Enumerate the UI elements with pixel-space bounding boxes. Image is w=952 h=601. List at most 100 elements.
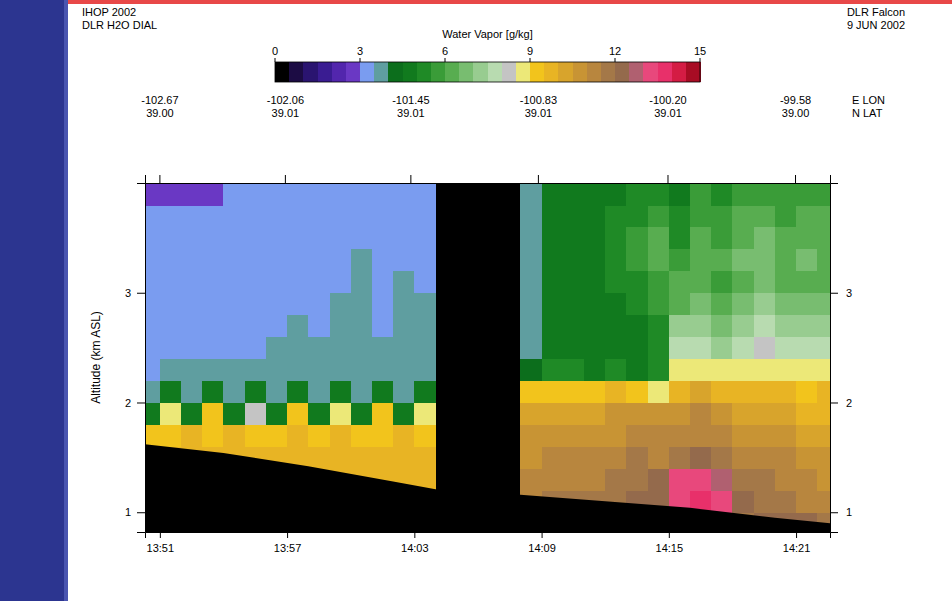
heatmap-cell	[796, 402, 818, 425]
heatmap-cell	[775, 490, 797, 513]
heatmap-cell	[817, 424, 830, 447]
heatmap-cell	[584, 271, 606, 294]
heatmap-cell	[711, 227, 733, 250]
x-axis-line	[146, 533, 831, 539]
heatmap-cell	[732, 205, 754, 228]
heatmap-cell	[330, 315, 352, 338]
colorbar-swatch	[431, 62, 446, 82]
heatmap-cell	[223, 293, 245, 316]
heatmap-cell	[817, 337, 830, 360]
heatmap-cell	[796, 293, 818, 316]
heatmap-cell	[648, 293, 670, 316]
x-axis-tick-mark	[287, 532, 288, 538]
colorbar-tick	[275, 58, 276, 62]
heatmap-cell	[308, 337, 330, 360]
heatmap-cell	[626, 293, 648, 316]
y-axis-tick-label: 2	[125, 397, 131, 409]
heatmap-cell	[393, 271, 415, 294]
heatmap-cell	[181, 205, 203, 228]
heatmap-cell	[732, 468, 754, 491]
heatmap-cell	[817, 381, 830, 404]
x-axis-tick-label: 14:03	[401, 542, 429, 554]
heatmap-cell	[711, 424, 733, 447]
x2-tick-sublabel: 39.00	[782, 107, 810, 119]
heatmap-cell	[372, 249, 394, 272]
heatmap-cell	[584, 183, 606, 206]
heatmap-cell	[711, 359, 733, 382]
heatmap-cell	[732, 271, 754, 294]
heatmap-cell	[266, 271, 288, 294]
heatmap-cell	[414, 249, 436, 272]
heatmap-cell	[287, 183, 309, 206]
header-left: IHOP 2002	[82, 6, 136, 18]
x2-axis-line	[146, 175, 831, 184]
heatmap-cell	[817, 293, 830, 316]
heatmap-cell	[775, 468, 797, 491]
heatmap-cell	[308, 359, 330, 382]
heatmap-cell	[351, 381, 373, 404]
heatmap-cell	[145, 315, 160, 338]
colorbar-swatch	[629, 62, 644, 82]
heatmap-cell	[266, 424, 288, 447]
heatmap-cell	[393, 446, 415, 469]
heatmap-cell	[775, 271, 797, 294]
heatmap-cell	[584, 381, 606, 404]
heatmap-cell	[202, 249, 224, 272]
colorbar-tick	[445, 58, 446, 62]
top-band	[68, 0, 952, 4]
heatmap-cell	[330, 249, 352, 272]
heatmap-cell	[754, 249, 776, 272]
heatmap-cell	[648, 271, 670, 294]
x2-axis-tick-label: -101.45	[392, 94, 429, 106]
heatmap-cell	[584, 359, 606, 382]
colorbar-tick	[700, 58, 701, 62]
heatmap-cell	[330, 381, 352, 404]
y-axis-right-line	[831, 184, 839, 533]
heatmap-cell	[308, 381, 330, 404]
heatmap-cell	[584, 446, 606, 469]
heatmap-cell	[711, 402, 733, 425]
heatmap-cell	[266, 315, 288, 338]
heatmap-cell	[223, 249, 245, 272]
heatmap-cell	[669, 424, 691, 447]
heatmap-cell	[775, 424, 797, 447]
heatmap-cell	[626, 249, 648, 272]
heatmap-cell	[605, 205, 627, 228]
heatmap-cell	[605, 359, 627, 382]
plot-background	[145, 183, 830, 532]
heatmap-cell	[648, 446, 670, 469]
heatmap-cell	[690, 205, 712, 228]
heatmap-cell	[817, 359, 830, 382]
heatmap-cell	[796, 468, 818, 491]
heatmap-cell	[669, 249, 691, 272]
heatmap-cell	[245, 424, 267, 447]
heatmap-cell	[669, 446, 691, 469]
heatmap-cell	[145, 227, 160, 250]
heatmap-cell	[223, 315, 245, 338]
heatmap-cell	[330, 446, 352, 469]
x-axis-tick-label: 14:21	[783, 542, 811, 554]
heatmap-cell	[351, 446, 373, 469]
x-axis-tick: 14:03	[401, 532, 429, 554]
colorbar-tick-label: 0	[272, 45, 278, 57]
heatmap-cell	[542, 381, 564, 404]
heatmap-cell	[351, 227, 373, 250]
heatmap-cell	[372, 381, 394, 404]
heatmap-cell	[732, 490, 754, 513]
heatmap-cell	[520, 402, 542, 425]
heatmap-cell	[308, 446, 330, 469]
heatmap-cell	[145, 271, 160, 294]
heatmap-cell	[223, 424, 245, 447]
heatmap-cell	[542, 315, 564, 338]
heatmap-cell	[520, 249, 542, 272]
x-axis-tick: 13:57	[274, 532, 302, 554]
x2-tick-sublabel: 39.00	[146, 107, 174, 119]
heatmap-cell	[181, 249, 203, 272]
heatmap-cell	[669, 271, 691, 294]
heatmap-cell	[287, 315, 309, 338]
heatmap-cell	[145, 337, 160, 360]
heatmap-cell	[351, 205, 373, 228]
heatmap-cell	[160, 205, 182, 228]
heatmap-cell	[202, 227, 224, 250]
heatmap-cell	[584, 424, 606, 447]
